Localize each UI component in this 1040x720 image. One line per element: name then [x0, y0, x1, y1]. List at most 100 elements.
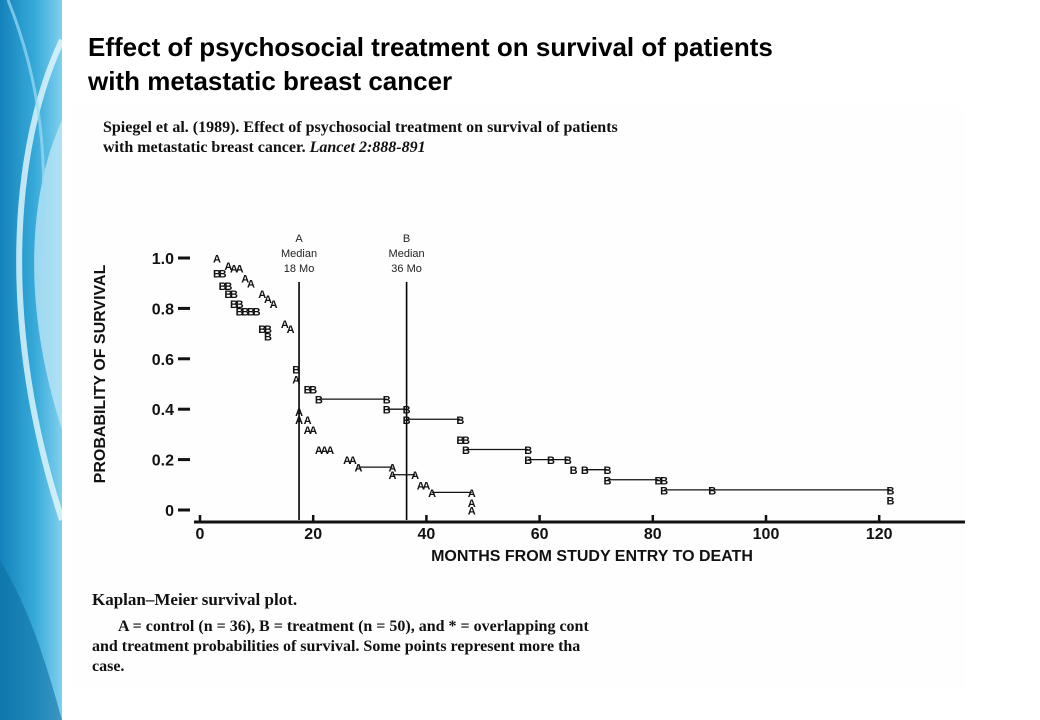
slide-title-line-1: Effect of psychosocial treatment on surv…: [88, 32, 773, 62]
caption-line-1: A = control (n = 36), B = treatment (n =…: [118, 618, 589, 635]
x-tick-label: 80: [644, 526, 662, 543]
point-A: A: [295, 407, 303, 419]
point-A: A: [213, 254, 221, 266]
y-tick-label: 0.6: [152, 352, 174, 369]
point-A: A: [264, 294, 272, 306]
x-tick-label: 40: [418, 526, 436, 543]
point-B: B: [224, 289, 232, 301]
scanned-figure: Spiegel et al. (1989). Effect of psychos…: [70, 106, 965, 690]
point-A: A: [281, 319, 289, 331]
point-B: B: [383, 405, 391, 417]
citation-text: with metastatic breast cancer.: [103, 139, 306, 156]
figure-caption: Kaplan–Meier survival plot. A = control …: [92, 590, 965, 677]
point-B: B: [253, 306, 261, 318]
point-B: B: [887, 495, 895, 507]
point-A: A: [309, 425, 317, 437]
x-tick-label: 60: [531, 526, 549, 543]
point-A: A: [326, 445, 334, 457]
citation-line-1: Spiegel et al. (1989). Effect of psychos…: [103, 119, 618, 136]
slide-title-line-2: with metastatic breast cancer: [88, 66, 453, 96]
point-A: A: [295, 415, 303, 427]
point-B: B: [264, 332, 272, 344]
point-B: B: [604, 475, 612, 487]
point-B: B: [654, 475, 662, 487]
median-annotations: A Median 18 Mo B Median 36 Mo: [281, 233, 425, 520]
x-tick-label: 20: [304, 526, 322, 543]
point-B: B: [708, 485, 716, 497]
point-B: B: [462, 445, 470, 457]
point-B: B: [224, 281, 232, 293]
point-A: A: [236, 264, 244, 276]
sidebar-wave-graphic: [0, 0, 62, 720]
point-B: B: [304, 385, 312, 397]
point-B: B: [219, 269, 227, 281]
point-B: B: [258, 324, 266, 336]
point-B: B: [236, 306, 244, 318]
citation: Spiegel et al. (1989). Effect of psychos…: [103, 118, 963, 158]
y-axis-label: PROBABILITY OF SURVIVAL: [92, 264, 109, 483]
point-A: A: [304, 425, 312, 437]
y-tick-label: 0.2: [152, 453, 174, 470]
point-B: B: [547, 455, 555, 467]
point-B: B: [264, 324, 272, 336]
median-label-A-1: A: [295, 233, 303, 245]
point-B: B: [230, 289, 238, 301]
point-B: B: [247, 306, 255, 318]
point-B: B: [315, 395, 323, 407]
point-A: A: [292, 374, 300, 386]
point-B: B: [524, 445, 532, 457]
x-tick-label: 120: [866, 526, 893, 543]
caption-line-2: and treatment probabilities of survival.…: [92, 638, 581, 655]
point-A: A: [270, 299, 278, 311]
point-A: A: [355, 463, 363, 475]
point-A: A: [411, 470, 419, 482]
point-B: B: [456, 415, 464, 427]
x-tick-label: 0: [196, 526, 205, 543]
point-B: B: [604, 465, 612, 477]
point-B: B: [570, 465, 578, 477]
median-label-B-3: 36 Mo: [391, 263, 422, 275]
point-B: B: [383, 395, 391, 407]
point-A: A: [304, 415, 312, 427]
point-B: B: [887, 485, 895, 497]
caption-title: Kaplan–Meier survival plot.: [92, 590, 298, 609]
point-A: A: [287, 324, 295, 336]
point-B: B: [462, 435, 470, 447]
kaplan-meier-chart: 0 20 40 60 80 100 120 0 0.2 0.4 0.6 0.8 1.0 A Median 1…: [92, 233, 965, 565]
point-B: B: [241, 306, 249, 318]
point-B: B: [660, 485, 668, 497]
point-A: A: [224, 261, 232, 273]
point-A: A: [230, 264, 238, 276]
point-A: A: [349, 455, 357, 467]
point-B: B: [213, 269, 221, 281]
median-label-B-2: Median: [389, 248, 425, 260]
x-axis-label: MONTHS FROM STUDY ENTRY TO DEATH: [431, 548, 753, 565]
point-A: A: [315, 445, 323, 457]
point-B: B: [524, 455, 532, 467]
median-label-B-1: B: [403, 233, 410, 245]
point-A: A: [422, 480, 430, 492]
point-B: B: [309, 385, 317, 397]
citation-journal: Lancet 2:888-891: [309, 139, 426, 156]
point-B: B: [456, 435, 464, 447]
point-B: B: [230, 299, 238, 311]
slide-sidebar-decoration: [0, 0, 62, 720]
point-A: A: [343, 455, 351, 467]
y-tick-label: 1.0: [152, 251, 174, 268]
point-B: B: [292, 364, 300, 376]
slide-title: Effect of psychosocial treatment on surv…: [88, 30, 988, 98]
point-A: A: [241, 274, 249, 286]
point-A: A: [428, 488, 436, 500]
x-tick-label: 100: [753, 526, 780, 543]
point-B: B: [236, 299, 244, 311]
chart-axes: 0 20 40 60 80 100 120 0 0.2 0.4 0.6 0.8 1.0: [152, 251, 965, 543]
median-label-A-3: 18 Mo: [284, 263, 315, 275]
y-tick-label: 0.4: [152, 402, 174, 419]
point-B: B: [219, 281, 227, 293]
point-A: A: [247, 279, 255, 291]
y-tick-label: 0.8: [152, 301, 174, 318]
point-A: A: [468, 498, 476, 510]
point-A: A: [258, 289, 266, 301]
